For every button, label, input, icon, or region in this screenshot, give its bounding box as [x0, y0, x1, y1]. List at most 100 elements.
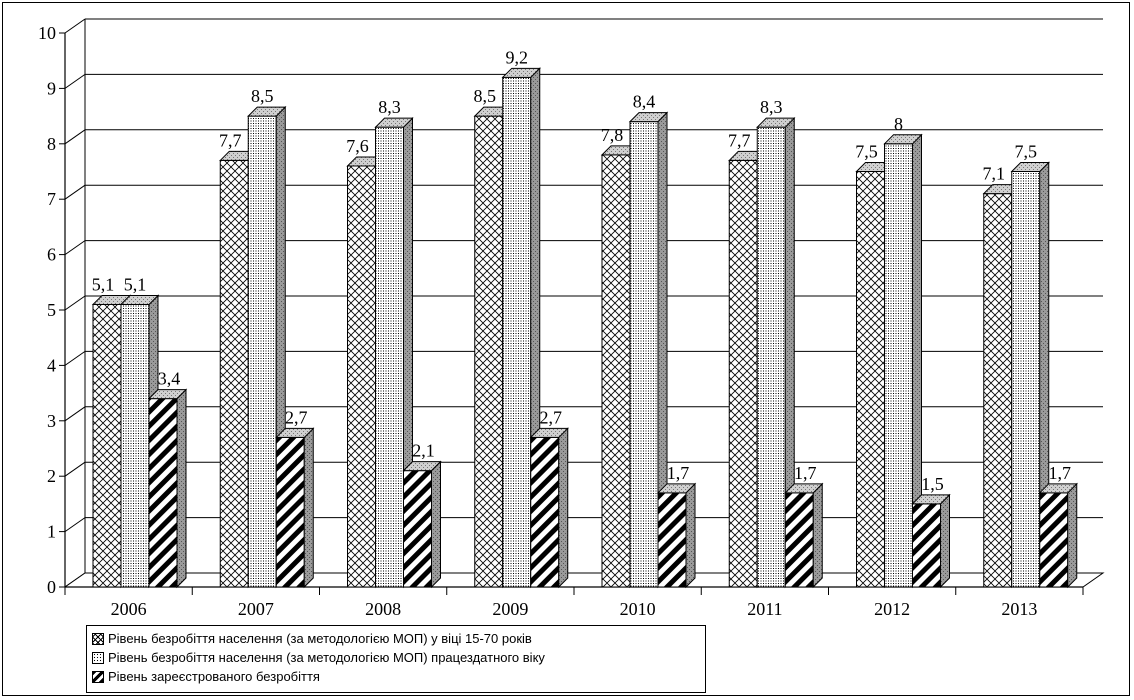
y-tick-label: 4 — [47, 355, 56, 375]
y-tick-label: 5 — [47, 300, 56, 320]
legend-swatch-dotted — [92, 652, 104, 664]
data-label: 8,5 — [474, 86, 497, 106]
bar — [404, 462, 441, 587]
gridline-side — [65, 407, 85, 421]
legend-swatch-stripes — [92, 671, 104, 683]
bar-front — [729, 160, 757, 587]
bar-side — [813, 484, 822, 587]
gridline-side — [65, 74, 85, 88]
gridline-side — [65, 462, 85, 476]
bar-side — [304, 428, 313, 587]
bar — [531, 428, 568, 587]
gridline-side — [65, 185, 85, 199]
x-tick-label: 2009 — [492, 599, 528, 619]
x-tick-label: 2011 — [747, 599, 782, 619]
legend-label: Рівень безробіття населення (за методоло… — [108, 631, 532, 646]
bar-front — [121, 304, 149, 587]
y-tick-label: 10 — [38, 23, 56, 43]
gridline-side — [65, 518, 85, 532]
bar-front — [785, 493, 813, 587]
bar-front — [757, 127, 785, 587]
bar-front — [503, 77, 531, 587]
data-label: 7,6 — [346, 136, 369, 156]
data-label: 8,3 — [378, 97, 401, 117]
legend-label: Рівень безробіття населення (за методоло… — [108, 650, 545, 665]
bar-side — [177, 390, 186, 587]
bar-front — [1040, 493, 1068, 587]
bar-front — [475, 116, 503, 587]
y-tick-label: 2 — [47, 466, 56, 486]
bar-side — [432, 462, 441, 587]
bar-front — [220, 160, 248, 587]
bar-front — [404, 471, 432, 587]
data-label: 1,7 — [667, 463, 690, 483]
x-tick-label: 2008 — [365, 599, 401, 619]
bar-front — [857, 172, 885, 588]
bar — [913, 495, 950, 587]
bar — [785, 484, 822, 587]
legend: Рівень безробіття населення (за методоло… — [86, 625, 706, 693]
data-label: 1,7 — [794, 463, 817, 483]
bar-front — [658, 493, 686, 587]
bar-front — [93, 304, 121, 587]
data-label: 8,3 — [760, 97, 783, 117]
x-tick-label: 2012 — [874, 599, 910, 619]
bar-chart: 0 1 2 3 4 5 6 7 8 9 10 2006 2007 2008 2009 2010 2011 2012… — [3, 3, 1131, 697]
y-tick-label: 3 — [47, 411, 56, 431]
bar — [1040, 484, 1077, 587]
x-tick-label: 2010 — [620, 599, 656, 619]
x-tick-label: 2006 — [111, 599, 147, 619]
gridline-side — [65, 351, 85, 365]
data-label: 8,5 — [251, 86, 274, 106]
data-label: 7,8 — [601, 125, 624, 145]
data-label: 2,1 — [412, 441, 435, 461]
data-label: 2,7 — [285, 407, 308, 427]
data-label: 8 — [894, 114, 903, 134]
bar-side — [1068, 484, 1077, 587]
x-tick-label: 2007 — [238, 599, 274, 619]
gridline-side — [65, 241, 85, 255]
data-label: 5,1 — [92, 274, 115, 294]
y-tick-label: 7 — [47, 189, 56, 209]
bar — [276, 428, 313, 587]
data-label: 5,1 — [124, 274, 147, 294]
data-label: 7,7 — [728, 130, 751, 150]
data-label: 7,5 — [855, 142, 878, 162]
data-label: 8,4 — [633, 92, 656, 112]
legend-item-series-1: Рівень безробіття населення (за методоло… — [92, 629, 705, 648]
bar-side — [941, 495, 950, 587]
data-label: 3,4 — [158, 369, 181, 389]
gridline-side — [65, 130, 85, 144]
bar-front — [913, 504, 941, 587]
bar-side — [686, 484, 695, 587]
bar-front — [149, 399, 177, 587]
bar-front — [630, 122, 658, 587]
bar-front — [885, 144, 913, 587]
gridline-side — [65, 296, 85, 310]
x-tick-label: 2013 — [1001, 599, 1037, 619]
y-tick-label: 9 — [47, 78, 56, 98]
bar-front — [348, 166, 376, 587]
y-tick-label: 1 — [47, 522, 56, 542]
y-tick-label: 0 — [47, 577, 56, 597]
data-label: 7,7 — [219, 130, 242, 150]
bar — [149, 390, 186, 587]
gridline-side — [65, 19, 85, 33]
data-label: 7,1 — [983, 164, 1006, 184]
legend-swatch-crosshatch — [92, 633, 104, 645]
bar-front — [376, 127, 404, 587]
y-tick-label: 6 — [47, 245, 56, 265]
data-label: 2,7 — [540, 407, 563, 427]
data-label: 1,7 — [1049, 463, 1072, 483]
bar-front — [248, 116, 276, 587]
legend-item-series-2: Рівень безробіття населення (за методоло… — [92, 648, 705, 667]
legend-label: Рівень зареєстрованого безробіття — [108, 669, 320, 684]
bar-front — [602, 155, 630, 587]
bar — [658, 484, 695, 587]
data-label: 1,5 — [921, 474, 944, 494]
data-label: 9,2 — [506, 47, 529, 67]
bar-front — [276, 437, 304, 587]
legend-item-series-3: Рівень зареєстрованого безробіття — [92, 667, 705, 686]
data-label: 7,5 — [1015, 142, 1038, 162]
